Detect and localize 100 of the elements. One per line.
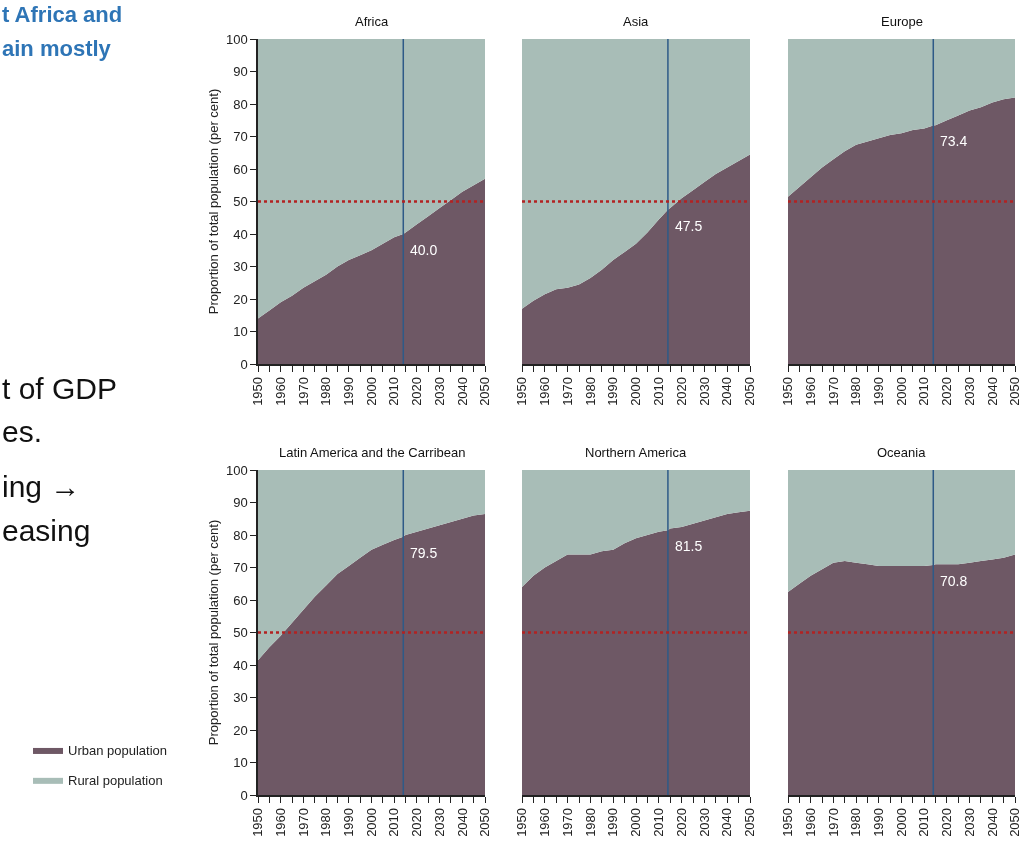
x-tick-label: 1970 (295, 376, 311, 406)
data-label: 73.4 (940, 133, 968, 149)
data-label: 47.5 (675, 218, 703, 234)
x-tick-label: 2020 (673, 376, 689, 406)
x-tick-label: 1990 (871, 376, 887, 406)
y-tick-label: 80 (233, 527, 248, 543)
x-tick-label: 2000 (628, 376, 644, 406)
y-tick-label: 0 (240, 787, 248, 803)
y-tick-label: 20 (233, 722, 248, 738)
y-tick-label: 20 (233, 291, 248, 307)
chart-title: Oceania (877, 445, 927, 460)
x-tick-label: 1960 (272, 376, 288, 406)
x-tick-label: 1950 (514, 376, 530, 406)
x-tick-label: 2040 (719, 807, 735, 837)
y-tick-label: 80 (233, 96, 248, 112)
x-tick-label: 1980 (582, 807, 598, 837)
y-tick-label: 90 (233, 495, 248, 511)
x-tick-label: 2040 (454, 807, 470, 837)
x-tick-label: 2000 (363, 376, 379, 406)
y-tick-label: 30 (233, 259, 248, 275)
text: t Africa and (2, 2, 123, 27)
x-tick-label: 2020 (409, 807, 425, 837)
x-tick-label: 2050 (1007, 807, 1023, 837)
x-tick-label: 1980 (318, 376, 334, 406)
y-tick-label: 40 (233, 226, 248, 242)
x-tick-label: 1950 (514, 807, 530, 837)
x-tick-label: 2030 (696, 376, 712, 406)
y-tick-label: 70 (233, 129, 248, 145)
x-tick-label: 1960 (802, 376, 818, 406)
x-tick-label: 2040 (984, 807, 1000, 837)
y-tick-label: 30 (233, 690, 248, 706)
x-tick-label: 1970 (295, 807, 311, 837)
x-tick-label: 1970 (559, 376, 575, 406)
chart-title: Africa (355, 14, 389, 29)
chart-title: Asia (623, 14, 650, 29)
x-tick-label: 2010 (916, 376, 932, 406)
y-tick-label: 60 (233, 592, 248, 608)
x-tick-label: 2040 (719, 376, 735, 406)
x-tick-label: 2000 (628, 807, 644, 837)
x-tick-label: 1990 (871, 807, 887, 837)
x-tick-label: 1990 (341, 807, 357, 837)
text: ing → (2, 470, 81, 503)
x-tick-label: 1970 (825, 807, 841, 837)
x-tick-label: 1950 (250, 807, 266, 837)
x-tick-label: 1980 (848, 376, 864, 406)
x-tick-label: 1960 (537, 376, 553, 406)
y-tick-label: 90 (233, 64, 248, 80)
x-tick-label: 2050 (477, 376, 493, 406)
data-label: 40.0 (410, 242, 438, 258)
text: easing (2, 514, 91, 547)
x-tick-label: 2040 (984, 376, 1000, 406)
x-tick-label: 2020 (939, 807, 955, 837)
x-tick-label: 2010 (916, 807, 932, 837)
x-tick-label: 2030 (431, 376, 447, 406)
x-tick-label: 2010 (386, 376, 402, 406)
legend-label: Rural population (68, 772, 163, 788)
chart-title: Northern America (585, 445, 687, 460)
x-tick-label: 1960 (272, 807, 288, 837)
y-axis-title: Proportion of total population (per cent) (206, 519, 222, 746)
x-tick-label: 2030 (961, 807, 977, 837)
x-tick-label: 1990 (605, 807, 621, 837)
x-tick-label: 2030 (696, 807, 712, 837)
y-tick-label: 10 (233, 755, 248, 771)
y-tick-label: 50 (233, 625, 248, 641)
x-tick-label: 2020 (673, 807, 689, 837)
text: ain mostly (2, 36, 112, 61)
x-tick-label: 1980 (318, 807, 334, 837)
x-tick-label: 2030 (961, 376, 977, 406)
x-tick-label: 2020 (409, 376, 425, 406)
x-tick-label: 2020 (939, 376, 955, 406)
x-tick-label: 1950 (780, 807, 796, 837)
y-tick-label: 100 (225, 31, 248, 47)
x-tick-label: 2050 (742, 376, 758, 406)
y-tick-label: 60 (233, 161, 248, 177)
x-tick-label: 1980 (848, 807, 864, 837)
y-tick-label: 50 (233, 194, 248, 210)
x-tick-label: 1960 (537, 807, 553, 837)
x-tick-label: 2010 (651, 376, 667, 406)
chart-title: Europe (881, 14, 923, 29)
x-tick-label: 1950 (780, 376, 796, 406)
x-tick-label: 1990 (341, 376, 357, 406)
x-tick-label: 1980 (582, 376, 598, 406)
data-label: 81.5 (675, 538, 703, 554)
x-tick-label: 1960 (802, 807, 818, 837)
x-tick-label: 2050 (477, 807, 493, 837)
x-tick-label: 1970 (559, 807, 575, 837)
x-tick-label: 2010 (651, 807, 667, 837)
x-tick-label: 2000 (893, 807, 909, 837)
x-tick-label: 2050 (742, 807, 758, 837)
data-label: 70.8 (940, 573, 968, 589)
data-label: 79.5 (410, 545, 438, 561)
text: t of GDP (2, 372, 118, 405)
x-tick-label: 2000 (363, 807, 379, 837)
x-tick-label: 1990 (605, 376, 621, 406)
x-tick-label: 2040 (454, 376, 470, 406)
y-tick-label: 70 (233, 560, 248, 576)
x-tick-label: 2050 (1007, 376, 1023, 406)
y-tick-label: 0 (240, 356, 248, 372)
x-tick-label: 1950 (250, 376, 266, 406)
y-tick-label: 10 (233, 324, 248, 340)
